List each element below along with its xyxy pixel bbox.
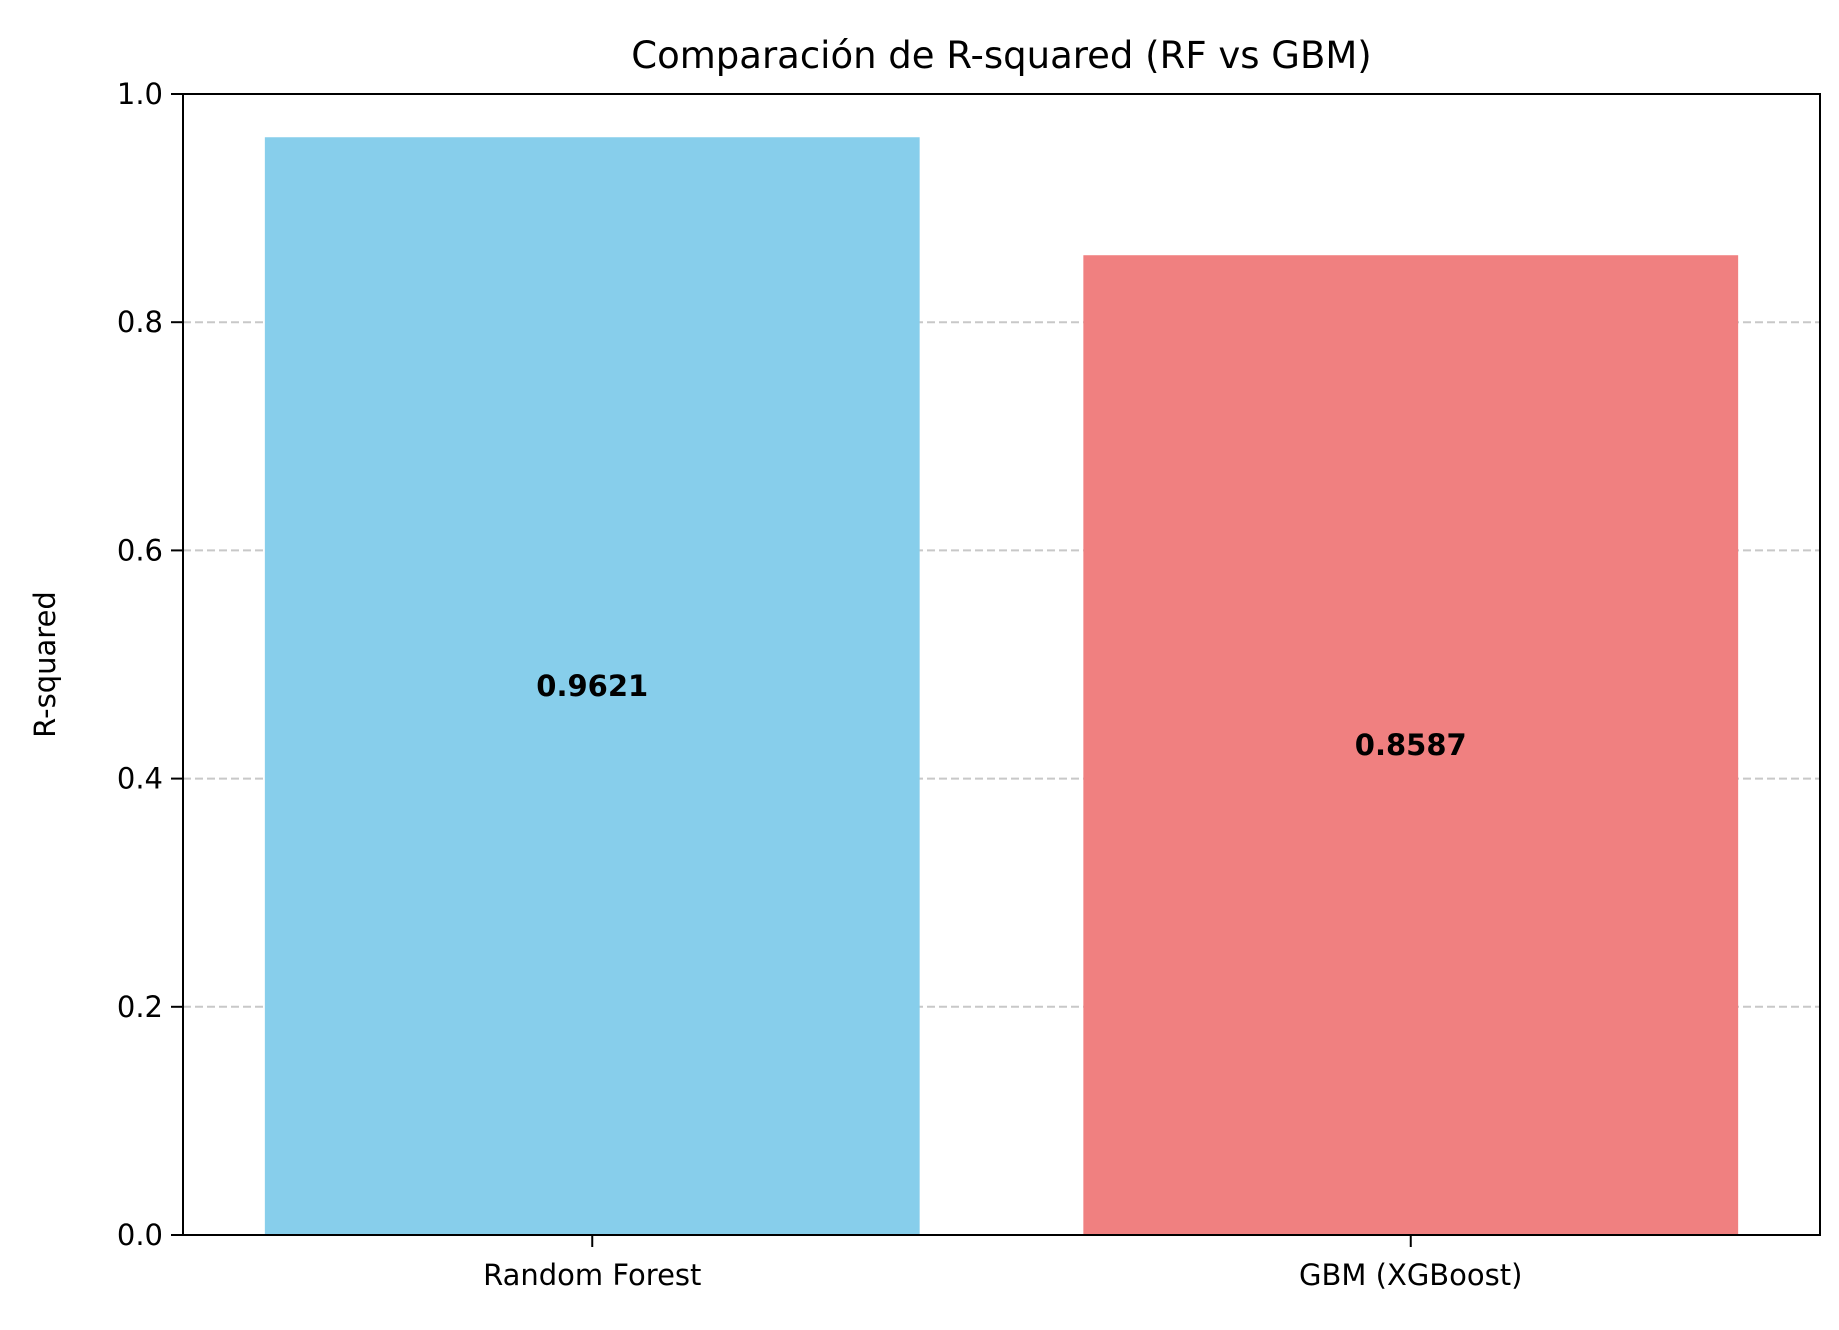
y-tick-label: 1.0	[117, 77, 163, 111]
value-labels: 0.9621 0.8587	[536, 669, 1466, 762]
plot-frame	[182, 93, 1821, 1236]
value-label: 0.8587	[1355, 728, 1467, 762]
x-tick-label: Random Forest	[483, 1258, 701, 1292]
x-axis: Random Forest GBM (XGBoost)	[483, 1235, 1522, 1292]
bar-0	[264, 137, 920, 1235]
value-label: 0.9621	[536, 669, 648, 703]
y-tick-label: 0.8	[117, 305, 163, 339]
y-tick-label: 0.6	[117, 533, 163, 567]
bars	[264, 137, 1739, 1236]
y-tick-label: 0.4	[117, 762, 163, 796]
chart-title: Comparación de R-squared (RF vs GBM)	[631, 34, 1371, 77]
y-axis: 0.0 0.2 0.4 0.6 0.8 1.0	[117, 77, 183, 1252]
y-axis-label: R-squared	[28, 591, 62, 738]
x-tick-label: GBM (XGBoost)	[1299, 1258, 1522, 1292]
y-tick-label: 0.2	[117, 990, 163, 1024]
gridlines	[183, 321, 1820, 1008]
bar-1	[1083, 255, 1739, 1236]
y-tick-label: 0.0	[117, 1218, 163, 1252]
